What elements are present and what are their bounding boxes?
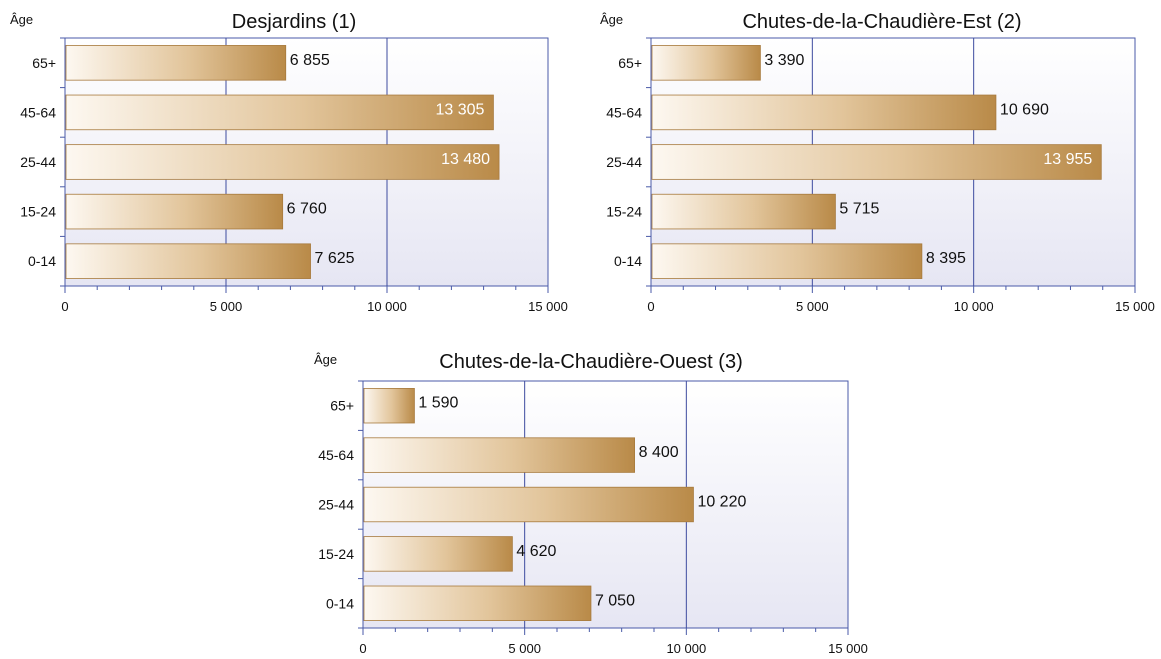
chart-desjardins: Desjardins (1) Âge 65+ 6 855 45-64 13 305 25… <box>10 11 568 314</box>
value-label: 10 220 <box>697 494 746 511</box>
category-label: 0-14 <box>326 595 354 611</box>
category-label: 65+ <box>32 55 56 71</box>
chart-title: Desjardins (1) <box>232 11 356 33</box>
x-tick-label: 0 <box>61 299 68 314</box>
category-label: 0-14 <box>28 253 56 269</box>
value-label: 13 955 <box>1043 151 1092 168</box>
category-label: 15-24 <box>20 204 56 220</box>
age-axis-label: Âge <box>600 12 623 27</box>
bar-0-14 <box>65 243 311 279</box>
bar-15-24 <box>65 193 284 230</box>
bar-15-24 <box>363 536 513 572</box>
x-tick-label: 15 000 <box>528 299 568 314</box>
x-tick-label: 10 000 <box>666 641 706 656</box>
value-label: 6 760 <box>287 201 327 218</box>
plot-area: 65+ 3 390 45-64 10 690 25-44 13 955 15-24 5 715… <box>606 37 1155 314</box>
x-tick-label: 0 <box>647 299 654 314</box>
bar-65+ <box>363 388 415 424</box>
plot-area: 65+ 6 855 45-64 13 305 25-44 13 480 15-24 6 760… <box>20 37 568 314</box>
plot-area: 65+ 1 590 45-64 8 400 25-44 10 220 15-24 4 620 0… <box>318 380 868 656</box>
category-label: 15-24 <box>318 546 354 562</box>
value-label: 7 050 <box>595 592 635 609</box>
category-label: 65+ <box>330 398 354 414</box>
category-label: 25-44 <box>318 497 354 513</box>
value-label: 4 620 <box>516 543 556 560</box>
x-tick-label: 10 000 <box>954 299 994 314</box>
value-label: 8 400 <box>639 444 679 461</box>
value-label: 3 390 <box>764 52 804 69</box>
bar-45-64 <box>651 94 997 131</box>
bar-25-44 <box>363 486 694 523</box>
x-tick-label: 15 000 <box>1115 299 1155 314</box>
value-label: 13 480 <box>441 151 490 168</box>
chart-title: Chutes-de-la-Chaudière-Est (2) <box>742 11 1021 33</box>
value-label: 1 590 <box>418 395 458 412</box>
value-label: 6 855 <box>290 52 330 69</box>
category-label: 45-64 <box>318 447 354 463</box>
bar-25-44 <box>651 144 1102 180</box>
chart-chutes-est: Chutes-de-la-Chaudière-Est (2) Âge 65+ 3 … <box>600 11 1155 314</box>
chart-chutes-ouest: Chutes-de-la-Chaudière-Ouest (3) Âge 65+… <box>314 351 868 656</box>
age-axis-label: Âge <box>10 12 33 27</box>
category-label: 25-44 <box>20 154 56 170</box>
x-tick-label: 5 000 <box>508 641 541 656</box>
category-label: 15-24 <box>606 204 642 220</box>
x-tick-label: 5 000 <box>210 299 243 314</box>
category-label: 65+ <box>618 55 642 71</box>
bar-45-64 <box>363 437 636 473</box>
category-label: 0-14 <box>614 253 642 269</box>
x-tick-label: 5 000 <box>796 299 829 314</box>
bar-65+ <box>65 45 287 81</box>
category-label: 45-64 <box>606 104 642 120</box>
x-tick-label: 0 <box>359 641 366 656</box>
category-label: 25-44 <box>606 154 642 170</box>
category-label: 45-64 <box>20 104 56 120</box>
bar-65+ <box>651 45 761 81</box>
bar-0-14 <box>363 585 592 621</box>
value-label: 7 625 <box>315 250 355 267</box>
x-tick-label: 15 000 <box>828 641 868 656</box>
bar-15-24 <box>651 193 836 230</box>
value-label: 10 690 <box>1000 101 1049 118</box>
bar-25-44 <box>65 144 500 180</box>
value-label: 13 305 <box>435 101 484 118</box>
bar-45-64 <box>65 94 494 131</box>
chart-title: Chutes-de-la-Chaudière-Ouest (3) <box>439 351 742 373</box>
x-tick-label: 10 000 <box>367 299 407 314</box>
bar-0-14 <box>651 243 923 279</box>
value-label: 8 395 <box>926 250 966 267</box>
value-label: 5 715 <box>839 201 879 218</box>
age-axis-label: Âge <box>314 352 337 367</box>
